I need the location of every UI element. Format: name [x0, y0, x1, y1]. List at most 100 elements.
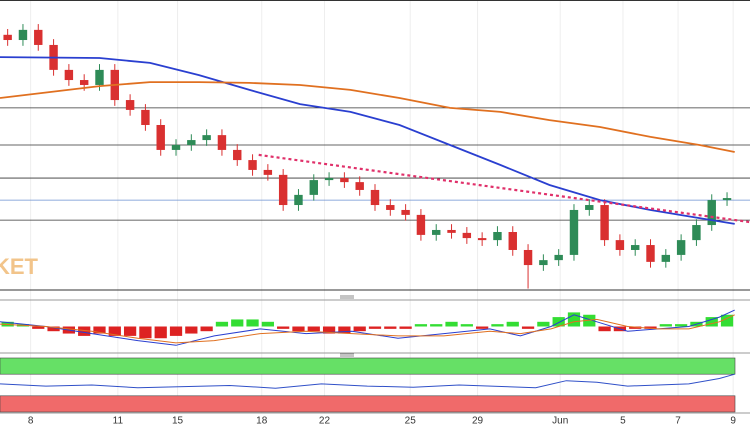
candle-body [722, 198, 732, 201]
candle-body [156, 124, 165, 150]
x-tick-label: 8 [28, 416, 34, 427]
macd-bar [32, 326, 45, 329]
candle-body [171, 145, 181, 150]
candle-body [248, 160, 257, 170]
candle-body [692, 225, 701, 241]
macd-bar [338, 326, 351, 334]
candle-body [707, 200, 716, 226]
candle-body [340, 178, 349, 183]
macd-bar [720, 314, 734, 327]
macd-bar [629, 326, 642, 329]
macd-bar [521, 326, 535, 329]
candle-body [141, 109, 150, 125]
macd-bar [215, 321, 229, 327]
candle-body [125, 100, 135, 110]
candle-body [447, 229, 456, 233]
macd-bar [47, 326, 60, 332]
candle-body [64, 69, 74, 81]
candle-body [187, 140, 196, 145]
macd-bar [537, 321, 550, 327]
candle-body [294, 194, 303, 206]
macd-bar [123, 326, 137, 336]
candle-body [263, 169, 273, 175]
candle-body [416, 214, 426, 235]
candle-body [217, 135, 227, 150]
macd-bar [277, 326, 290, 329]
x-tick-label: 22 [319, 416, 331, 427]
x-tick-label: 29 [472, 416, 484, 427]
macd-bar [644, 326, 657, 329]
candle-body [585, 205, 594, 210]
candle-body [79, 80, 89, 85]
rsi-zone [0, 357, 736, 375]
macd-bar [476, 326, 489, 329]
candle-body [355, 182, 364, 190]
candle-body [569, 209, 579, 255]
candle-body [34, 29, 43, 45]
candle-body [202, 135, 211, 141]
x-tick-label: 9 [730, 416, 736, 427]
macd-bar [307, 326, 320, 332]
macd-bar [78, 326, 91, 336]
candle-body [600, 205, 609, 241]
macd-bar [705, 317, 718, 327]
x-tick-label: 5 [620, 416, 626, 427]
trendline [258, 153, 750, 224]
candle-body [386, 205, 395, 210]
macd-line [0, 314, 735, 344]
rsi-zone [0, 395, 736, 413]
macd-bar [353, 326, 366, 332]
candle-body [554, 254, 563, 261]
macd-bar [368, 326, 382, 329]
watermark: KET [0, 254, 39, 279]
macd-bar [399, 326, 412, 329]
candle-body [615, 240, 625, 250]
candle-body [508, 232, 517, 250]
x-tick-label: 18 [256, 416, 268, 427]
macd-bar [552, 317, 565, 327]
macd-bar [430, 324, 443, 327]
x-tick-label: 11 [113, 416, 124, 427]
macd-bar [231, 319, 244, 327]
candle-body [309, 180, 318, 195]
macd-bar [108, 326, 121, 336]
macd-bar [185, 326, 198, 334]
candle-body [493, 232, 502, 241]
candle-body [477, 238, 487, 241]
macd-bar [384, 326, 397, 329]
candle-body [462, 232, 472, 239]
moving-average [0, 81, 735, 153]
candle-body [432, 229, 441, 235]
candle-body [278, 174, 288, 206]
macd-bar [169, 326, 183, 336]
candle-body [324, 178, 334, 181]
candle-body [630, 245, 640, 250]
candle-body [676, 240, 686, 255]
candle-body [646, 245, 655, 262]
macd-bar [659, 324, 672, 327]
x-tick-label: 7 [675, 416, 681, 427]
macd-line [0, 309, 735, 346]
macd-bar [139, 326, 152, 339]
candle-body [661, 254, 671, 262]
macd-bar [675, 324, 688, 327]
x-tick-label: 15 [172, 416, 184, 427]
candle-body [18, 29, 28, 41]
resize-handle[interactable] [340, 295, 354, 357]
macd-bar [246, 319, 259, 327]
macd-bar [598, 326, 611, 332]
macd-bar [154, 326, 167, 339]
candle-body [539, 260, 548, 266]
macd-bar [292, 326, 305, 332]
macd-bar [322, 326, 336, 334]
macd-bar [460, 324, 473, 327]
candle-body [401, 209, 410, 215]
rsi-line [0, 373, 735, 389]
macd-bar [200, 326, 213, 332]
macd-bar [93, 326, 106, 334]
candle-body [95, 69, 104, 85]
macd-bar [491, 324, 504, 327]
candle-body [3, 34, 12, 41]
macd-bar [414, 324, 428, 327]
